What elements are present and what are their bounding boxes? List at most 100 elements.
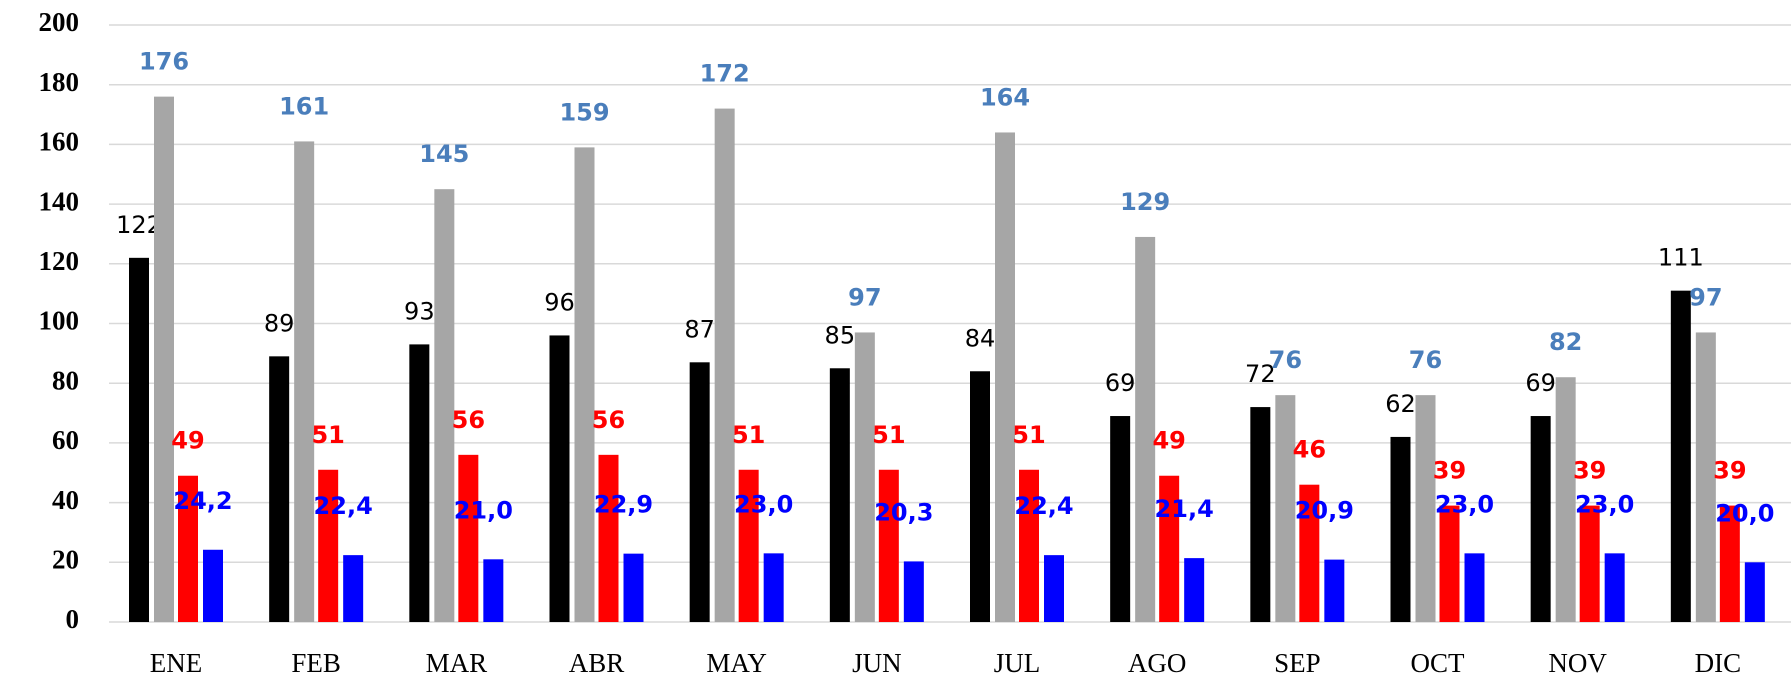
data-label: 39: [1713, 457, 1746, 485]
x-tick-label: DIC: [1695, 648, 1742, 678]
x-tick-label: MAY: [706, 648, 767, 678]
data-label: 56: [452, 406, 485, 434]
bar: [178, 475, 198, 622]
data-label: 159: [559, 98, 609, 126]
data-label: 20,9: [1295, 497, 1354, 525]
bar: [1464, 553, 1485, 622]
data-label: 46: [1293, 436, 1326, 464]
data-label: 176: [139, 48, 189, 76]
data-label: 24,2: [173, 487, 232, 515]
bar: [995, 132, 1015, 622]
y-tick-label: 100: [39, 306, 80, 336]
x-tick-label: NOV: [1548, 648, 1607, 678]
data-label: 51: [872, 421, 905, 449]
bar: [458, 454, 479, 622]
y-tick-label: 180: [39, 67, 80, 97]
bar: [1184, 558, 1205, 622]
bar: [714, 108, 735, 622]
data-label: 145: [419, 140, 469, 168]
x-tick-label: JUN: [852, 648, 902, 678]
bar: [434, 189, 455, 623]
data-label: 129: [1120, 188, 1170, 216]
bar: [343, 555, 364, 622]
data-label: 172: [700, 60, 750, 88]
bar: [1250, 407, 1271, 622]
bar: [763, 553, 784, 622]
bar: [1390, 436, 1411, 622]
bar: [269, 356, 290, 622]
x-tick-label: MAR: [426, 648, 488, 678]
bar: [129, 257, 149, 622]
bar: [1159, 475, 1180, 622]
data-label: 51: [311, 421, 344, 449]
data-label: 96: [544, 288, 575, 316]
bar: [689, 362, 710, 622]
data-label: 93: [404, 297, 435, 325]
data-label: 76: [1409, 346, 1442, 374]
x-tick-label: ENE: [150, 648, 202, 678]
x-tick-label: FEB: [291, 648, 341, 678]
data-label: 20,3: [874, 498, 933, 526]
y-tick-label: 60: [52, 425, 79, 455]
data-label: 85: [825, 321, 856, 349]
data-label: 69: [1105, 369, 1136, 397]
data-label: 49: [171, 427, 204, 455]
bar: [1695, 332, 1716, 622]
y-tick-label: 40: [52, 485, 79, 515]
data-label: 23,0: [1435, 490, 1494, 518]
y-tick-label: 80: [52, 365, 79, 395]
data-label: 161: [279, 92, 329, 120]
bar: [829, 368, 850, 622]
data-label: 39: [1573, 457, 1606, 485]
bar: [1135, 236, 1156, 622]
data-label: 82: [1549, 328, 1582, 356]
data-label: 39: [1433, 457, 1466, 485]
bar: [598, 454, 619, 622]
data-label: 21,0: [454, 496, 513, 524]
bar: [1439, 505, 1460, 622]
bar: [623, 553, 644, 622]
bar: [154, 96, 174, 622]
y-tick-label: 0: [66, 604, 80, 634]
bar: [294, 141, 315, 623]
data-label: 69: [1525, 369, 1556, 397]
bar: [318, 469, 339, 622]
bar: [1604, 553, 1625, 622]
data-label: 97: [1689, 283, 1722, 311]
data-label: 97: [848, 283, 881, 311]
bar: [1744, 562, 1765, 622]
bar: [1530, 416, 1551, 622]
x-tick-label: OCT: [1411, 648, 1466, 678]
bar: [1324, 559, 1345, 622]
bar: [903, 561, 924, 622]
x-tick-label: ABR: [569, 648, 625, 678]
data-label: 62: [1385, 390, 1416, 418]
data-label: 21,4: [1155, 495, 1214, 523]
x-tick-label: JUL: [994, 648, 1041, 678]
bar: [970, 371, 990, 622]
data-label: 22,9: [594, 491, 653, 519]
y-tick-label: 20: [52, 545, 79, 575]
x-tick-label: AGO: [1128, 648, 1187, 678]
bar: [1299, 484, 1320, 622]
y-tick-label: 160: [39, 127, 80, 157]
data-label: 22,4: [1014, 492, 1073, 520]
data-label: 23,0: [1575, 490, 1634, 518]
bar: [483, 559, 504, 622]
data-label: 76: [1269, 346, 1302, 374]
data-label: 51: [1012, 421, 1045, 449]
data-label: 164: [980, 83, 1030, 111]
y-tick-label: 200: [39, 7, 80, 37]
x-tick-label: SEP: [1274, 648, 1321, 678]
bar: [409, 344, 430, 622]
bar: [1110, 416, 1131, 622]
bar: [1019, 469, 1039, 622]
data-label: 23,0: [734, 490, 793, 518]
bar: [1670, 290, 1691, 622]
bar: [1415, 395, 1436, 622]
bar: [574, 147, 595, 622]
bar: [203, 549, 223, 622]
bar: [1579, 505, 1600, 622]
data-label: 20,0: [1715, 499, 1774, 527]
